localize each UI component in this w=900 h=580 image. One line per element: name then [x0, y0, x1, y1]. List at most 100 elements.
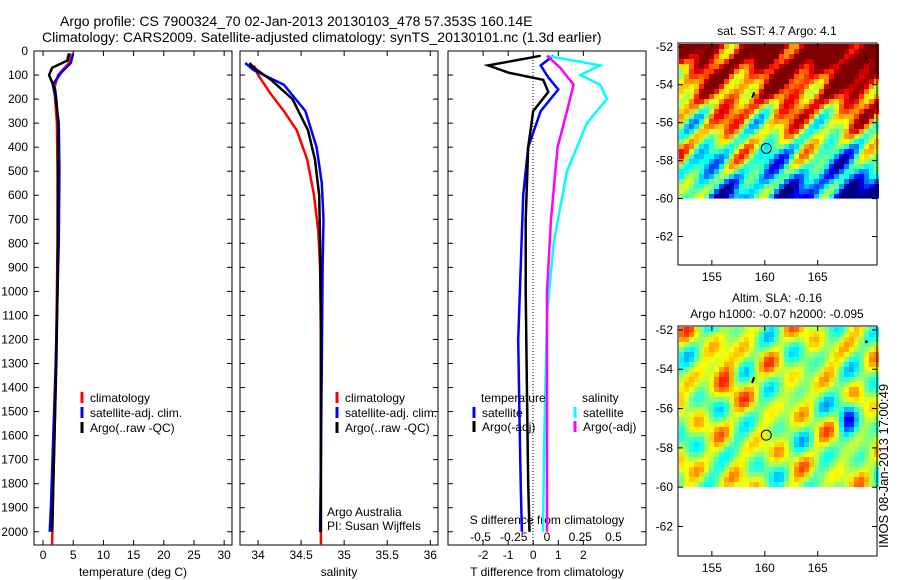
heatmap-cell: [839, 467, 844, 472]
heatmap-cell: [859, 387, 864, 392]
heatmap-cell: [689, 387, 694, 392]
heatmap-cell: [694, 472, 699, 477]
heatmap-cell: [724, 134, 729, 139]
heatmap-cell: [864, 144, 869, 149]
heatmap-cell: [709, 134, 714, 139]
heatmap-cell: [804, 79, 809, 84]
heatmap-cell: [769, 99, 774, 104]
heatmap-cell: [759, 427, 764, 432]
x-tick-label: 1: [555, 548, 562, 562]
heatmap-cell: [724, 457, 729, 462]
heatmap-cell: [859, 367, 864, 372]
heatmap-cell: [724, 129, 729, 134]
heatmap-cell: [739, 184, 744, 189]
heatmap-cell: [859, 372, 864, 377]
heatmap-cell: [744, 337, 749, 342]
heatmap-cell: [834, 382, 839, 387]
heatmap-cell: [719, 332, 724, 337]
heatmap-cell: [854, 427, 859, 432]
heatmap-cell: [754, 347, 759, 352]
x-tick-label: 10: [97, 548, 111, 562]
heatmap-cell: [769, 412, 774, 417]
heatmap-cell: [779, 462, 784, 467]
heatmap-cell: [739, 332, 744, 337]
heatmap-cell: [839, 352, 844, 357]
heatmap-cell: [829, 427, 834, 432]
heatmap-cell: [734, 357, 739, 362]
heatmap-cell: [869, 342, 874, 347]
heatmap-cell: [794, 69, 799, 74]
heatmap-cell: [834, 357, 839, 362]
heatmap-cell: [744, 74, 749, 79]
heatmap-cell: [839, 79, 844, 84]
heatmap-cell: [829, 377, 834, 382]
heatmap-cell: [719, 49, 724, 54]
heatmap-cell: [819, 427, 824, 432]
heatmap-cell: [689, 472, 694, 477]
heatmap-cell: [794, 457, 799, 462]
heatmap-cell: [869, 84, 874, 89]
heatmap-cell: [739, 467, 744, 472]
heatmap-cell: [774, 377, 779, 382]
heatmap-cell: [744, 482, 749, 487]
heatmap-cell: [789, 194, 794, 199]
heatmap-cell: [854, 452, 859, 457]
heatmap-cell: [794, 79, 799, 84]
heatmap-cell: [739, 44, 744, 49]
heatmap-cell: [864, 194, 869, 199]
heatmap-cell: [829, 337, 834, 342]
heatmap-cell: [799, 462, 804, 467]
heatmap-cell: [794, 402, 799, 407]
heatmap-cell: [679, 447, 684, 452]
heatmap-cell: [819, 44, 824, 49]
heatmap-cell: [739, 69, 744, 74]
heatmap-cell: [844, 472, 849, 477]
heatmap-cell: [839, 84, 844, 89]
heatmap-cell: [864, 347, 869, 352]
heatmap-cell: [719, 382, 724, 387]
heatmap-cell: [829, 174, 834, 179]
heatmap-cell: [689, 189, 694, 194]
heatmap-cell: [704, 109, 709, 114]
heatmap-cell: [724, 69, 729, 74]
heatmap-cell: [789, 84, 794, 89]
heatmap-cell: [784, 84, 789, 89]
heatmap-cell: [729, 427, 734, 432]
heatmap-cell: [829, 94, 834, 99]
heatmap-cell: [789, 89, 794, 94]
heatmap-cell: [774, 64, 779, 69]
heatmap-cell: [724, 442, 729, 447]
heatmap-cell: [829, 104, 834, 109]
heatmap-cell: [804, 139, 809, 144]
heatmap-cell: [799, 114, 804, 119]
heatmap-cell: [824, 432, 829, 437]
heatmap-cell: [749, 472, 754, 477]
heatmap-cell: [864, 44, 869, 49]
heatmap-cell: [759, 109, 764, 114]
heatmap-cell: [779, 332, 784, 337]
heatmap-cell: [849, 402, 854, 407]
x-tick-label: 5: [70, 548, 77, 562]
heatmap-cell: [699, 104, 704, 109]
heatmap-cell: [704, 377, 709, 382]
heatmap-cell: [714, 124, 719, 129]
heatmap-cell: [854, 377, 859, 382]
heatmap-cell: [744, 347, 749, 352]
heatmap-cell: [849, 69, 854, 74]
heatmap-cell: [804, 59, 809, 64]
heatmap-cell: [779, 54, 784, 59]
heatmap-cell: [824, 129, 829, 134]
heatmap-cell: [809, 124, 814, 129]
heatmap-cell: [764, 194, 769, 199]
heatmap-cell: [759, 452, 764, 457]
heatmap-cell: [839, 407, 844, 412]
heatmap-cell: [859, 49, 864, 54]
heatmap-cell: [734, 134, 739, 139]
heatmap-cell: [719, 427, 724, 432]
heatmap-cell: [754, 462, 759, 467]
heatmap-cell: [789, 109, 794, 114]
heatmap-cell: [759, 402, 764, 407]
heatmap-cell: [769, 194, 774, 199]
y-tick-label: 1600: [1, 429, 28, 443]
title-line2: Climatology: CARS2009. Satellite-adjuste…: [42, 29, 602, 45]
